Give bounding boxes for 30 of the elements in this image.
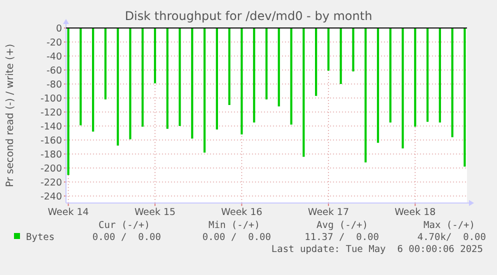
x-tick-label: Week 18 xyxy=(394,207,436,218)
y-tick-label: -60 xyxy=(46,66,62,76)
y-tick-label: -240 xyxy=(40,192,62,202)
y-tick-label: -200 xyxy=(40,164,62,174)
x-tick-label: Week 15 xyxy=(134,207,176,218)
y-tick-label: 0 xyxy=(56,24,62,34)
y-tick-label: -160 xyxy=(40,136,62,146)
text: Min (-/+) xyxy=(208,220,260,231)
x-tick-label: Week 16 xyxy=(221,207,262,218)
text: 11.37 / 0.00 xyxy=(304,232,380,243)
y-tick-label: -20 xyxy=(46,38,62,48)
y-tick-label: -100 xyxy=(40,94,62,104)
text: Cur (-/+) xyxy=(98,220,150,231)
text: 0.00 / 0.00 xyxy=(92,232,162,243)
text: Avg (-/+) xyxy=(316,220,368,231)
y-tick-label: -40 xyxy=(46,52,62,62)
x-tick-label: Week 17 xyxy=(308,207,350,218)
text: 0.00 / 0.00 xyxy=(202,232,272,243)
x-tick-label: Week 14 xyxy=(48,207,89,218)
y-axis-title: Pr second read (-) / write (+) xyxy=(5,44,16,188)
chart-title: Disk throughput for /dev/md0 - by month xyxy=(124,9,372,23)
y-tick-label: -220 xyxy=(40,178,62,188)
legend-label: Bytes xyxy=(26,232,55,243)
text: 4.70k/ 0.00 xyxy=(417,232,486,243)
y-tick-label: -80 xyxy=(46,80,62,90)
y-tick-label: -180 xyxy=(40,150,62,160)
y-tick-label: -120 xyxy=(40,108,62,118)
text: Max (-/+) xyxy=(424,220,475,231)
text: Last update: Tue May 6 00:00:06 2025 xyxy=(271,244,483,255)
y-tick-label: -140 xyxy=(40,122,62,132)
